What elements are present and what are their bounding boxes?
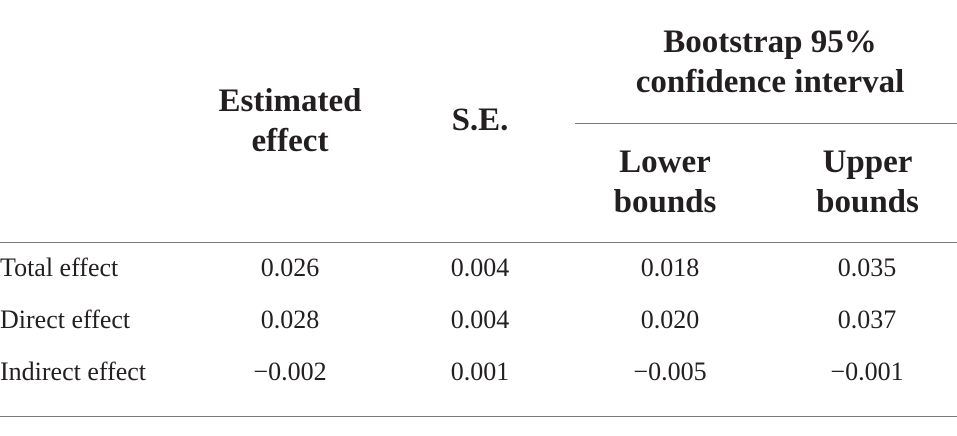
header-bottom-rule: [0, 242, 957, 243]
cell-total-lower: 0.018: [640, 253, 700, 282]
row-label-direct-effect: Direct effect: [0, 305, 131, 334]
cell-direct-lower: 0.020: [640, 305, 700, 334]
table-bottom-rule: [0, 416, 957, 417]
header-upper-bounds: Upper bounds: [816, 144, 919, 220]
cell-direct-se: 0.004: [450, 305, 510, 334]
row-label-total-effect: Total effect: [0, 253, 119, 282]
ci-group-rule: [575, 123, 957, 124]
header-estimated-effect: Estimated effect: [218, 83, 362, 159]
cell-direct-upper: 0.037: [837, 305, 897, 334]
cell-indirect-upper: −0.001: [830, 357, 904, 386]
cell-total-se: 0.004: [450, 253, 510, 282]
cell-indirect-lower: −0.005: [633, 357, 707, 386]
header-se: S.E.: [451, 102, 509, 138]
cell-total-estimate: 0.026: [260, 253, 320, 282]
cell-indirect-estimate: −0.002: [253, 357, 327, 386]
header-bootstrap-ci: Bootstrap 95% confidence interval: [635, 24, 905, 100]
row-label-indirect-effect: Indirect effect: [0, 357, 147, 386]
header-lower-bounds: Lower bounds: [613, 144, 717, 220]
cell-indirect-se: 0.001: [450, 357, 510, 386]
cell-direct-estimate: 0.028: [260, 305, 320, 334]
cell-total-upper: 0.035: [837, 253, 897, 282]
